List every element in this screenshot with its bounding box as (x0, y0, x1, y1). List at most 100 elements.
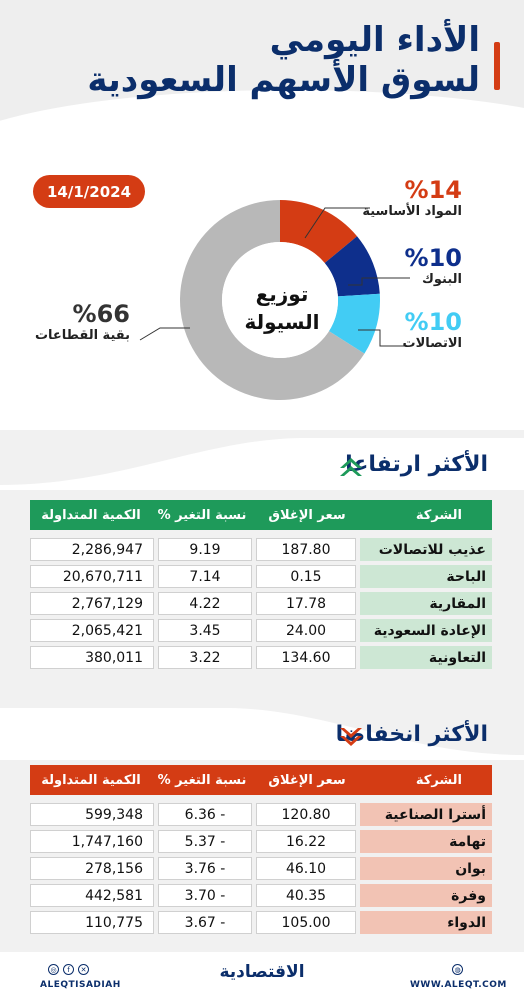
change-pct-cell: 3.22 (158, 646, 252, 669)
close-price-cell: 120.80 (256, 803, 356, 826)
double-down-arrow-icon (340, 728, 362, 746)
page-title: الأداء اليومي لسوق الأسهم السعودية (87, 20, 480, 100)
losers-head-bg (0, 708, 524, 760)
leader-line-materials (304, 207, 370, 239)
col-close: سعر الإغلاق (268, 772, 346, 788)
social-icons: ◎ f ✕ (48, 964, 89, 975)
sector-materials-pct: %14 (404, 176, 462, 204)
title-line-1: الأداء اليومي (269, 20, 480, 60)
table-row: الدواء 105.00 3.67 -110,775 (30, 911, 492, 934)
leader-lines (139, 207, 410, 347)
col-change: نسبة التغير % (157, 772, 247, 788)
volume-cell: 278,156 (30, 857, 154, 880)
donut-hole (222, 242, 338, 358)
volume-cell: 599,348 (30, 803, 154, 826)
change-pct-cell: 3.45 (158, 619, 252, 642)
change-pct-cell: 9.19 (158, 538, 252, 561)
table-row: الإعادة السعودية 24.00 3.45 2,065,421 (30, 619, 492, 642)
leader-line-others (139, 327, 190, 341)
donut-slice-others (180, 200, 365, 400)
company-cell: وفرة (360, 884, 492, 907)
company-cell: عذيب للاتصالات (360, 538, 492, 561)
table-row: التعاونية 134.60 3.22 380,011 (30, 646, 492, 669)
gainers-head-bg (0, 438, 524, 490)
sector-materials-name: المواد الأساسية (362, 204, 462, 219)
social-handle: ALEQTISADIAH (40, 980, 121, 990)
col-close: سعر الإغلاق (268, 507, 346, 523)
volume-cell: 442,581 (30, 884, 154, 907)
change-pct-cell: 4.22 (158, 592, 252, 615)
col-volume: الكمية المتداولة (41, 507, 141, 523)
table-row: الباحة 0.15 7.14 20,670,711 (30, 565, 492, 588)
close-price-cell: 24.00 (256, 619, 356, 642)
volume-cell: 2,065,421 (30, 619, 154, 642)
website-url[interactable]: WWW.ALEQT.COM (410, 980, 507, 990)
table-row: المقارية 17.78 4.22 2,767,129 (30, 592, 492, 615)
table-row: أسترا الصناعية 120.80 6.36 -599,348 (30, 803, 492, 826)
losers-table-header: الشركة سعر الإغلاق نسبة التغير % الكمية … (30, 765, 492, 795)
sector-others-pct: %66 (72, 300, 130, 328)
brand-logo: الاقتصادية (219, 962, 305, 982)
close-price-cell: 46.10 (256, 857, 356, 880)
company-cell: أسترا الصناعية (360, 803, 492, 826)
change-pct-cell: 6.36 - (158, 803, 252, 826)
close-price-cell: 0.15 (256, 565, 356, 588)
close-price-cell: 187.80 (256, 538, 356, 561)
volume-cell: 110,775 (30, 911, 154, 934)
double-up-arrow-icon (340, 458, 362, 476)
donut-slice-telecom (328, 293, 380, 354)
facebook-icon[interactable]: f (63, 964, 74, 975)
volume-cell: 2,286,947 (30, 538, 154, 561)
sector-banks-name: البنوك (421, 272, 462, 287)
gainers-table-header: الشركة سعر الإغلاق نسبة التغير % الكمية … (30, 500, 492, 530)
footer (0, 952, 524, 1000)
change-pct-cell: 7.14 (158, 565, 252, 588)
col-company: الشركة (415, 507, 462, 523)
close-price-cell: 105.00 (256, 911, 356, 934)
date-badge: 14/1/2024 (33, 175, 145, 208)
donut-center-line-1: توزيع (255, 282, 309, 306)
sector-telecom-pct: %10 (404, 308, 462, 336)
donut-slice-materials (280, 200, 358, 264)
donut-center-line-2: السيولة (244, 310, 320, 334)
close-price-cell: 40.35 (256, 884, 356, 907)
donut-center-label: توزيع السيولة (232, 280, 332, 336)
volume-cell: 2,767,129 (30, 592, 154, 615)
change-pct-cell: 5.37 - (158, 830, 252, 853)
col-company: الشركة (415, 772, 462, 788)
col-volume: الكمية المتداولة (41, 772, 141, 788)
gainers-title: الأكثر ارتفاعا (345, 452, 488, 477)
close-price-cell: 134.60 (256, 646, 356, 669)
company-cell: الباحة (360, 565, 492, 588)
sector-materials: %14 المواد الأساسية (362, 176, 462, 219)
x-icon[interactable]: ✕ (78, 964, 89, 975)
losers-title: الأكثر انخفاضا (335, 722, 488, 747)
instagram-icon[interactable]: ◎ (48, 964, 59, 975)
table-row: بوان 46.10 3.76 -278,156 (30, 857, 492, 880)
sector-others-name: بقية القطاعات (34, 328, 130, 343)
company-cell: بوان (360, 857, 492, 880)
close-price-cell: 16.22 (256, 830, 356, 853)
sector-banks-pct: %10 (404, 244, 462, 272)
volume-cell: 380,011 (30, 646, 154, 669)
table-row: عذيب للاتصالات 187.80 9.19 2,286,947 (30, 538, 492, 561)
table-row: وفرة 40.35 3.70 -442,581 (30, 884, 492, 907)
close-price-cell: 17.78 (256, 592, 356, 615)
globe-icon: ◍ (452, 964, 463, 975)
liquidity-donut-chart (180, 200, 380, 400)
change-pct-cell: 3.70 - (158, 884, 252, 907)
change-pct-cell: 3.67 - (158, 911, 252, 934)
company-cell: تهامة (360, 830, 492, 853)
company-cell: الإعادة السعودية (360, 619, 492, 642)
title-accent-bar (494, 42, 500, 90)
donut-slice-banks (324, 236, 380, 297)
change-pct-cell: 3.76 - (158, 857, 252, 880)
sector-telecom-name: الاتصالات (402, 336, 462, 351)
col-change: نسبة التغير % (157, 507, 247, 523)
company-cell: التعاونية (360, 646, 492, 669)
leader-line-banks (348, 277, 410, 286)
company-cell: المقارية (360, 592, 492, 615)
volume-cell: 1,747,160 (30, 830, 154, 853)
title-line-2: لسوق الأسهم السعودية (87, 60, 480, 100)
leader-line-telecom (358, 329, 410, 347)
